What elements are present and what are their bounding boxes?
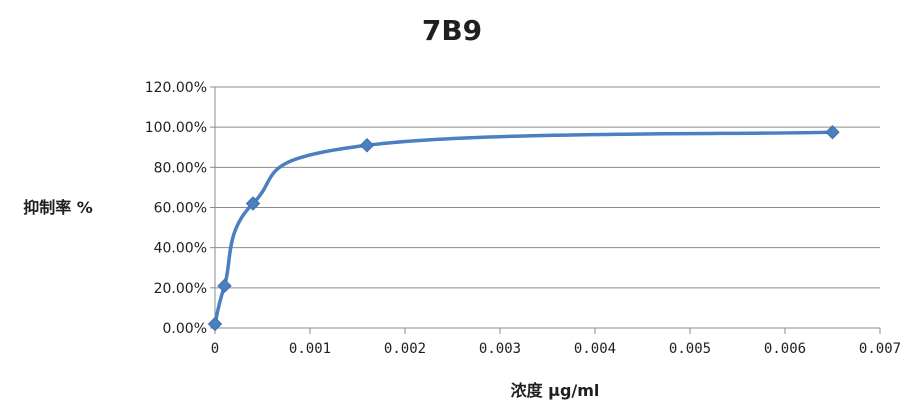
x-tick-label: 0.001 — [289, 341, 331, 357]
data-point-marker — [825, 124, 840, 140]
y-tick-label: 0.00% — [163, 321, 207, 337]
y-axis-ticks: 0.00% 20.00% 40.00% 60.00% 80.00% 100.00% 120.… — [145, 80, 215, 337]
data-point-marker — [217, 278, 232, 294]
series-layer — [207, 124, 840, 332]
y-tick-label: 20.00% — [154, 281, 207, 297]
y-tick-label: 60.00% — [154, 201, 207, 217]
x-tick-label: 0 — [211, 341, 219, 357]
x-tick-label: 0.007 — [859, 341, 901, 357]
x-tick-label: 0.004 — [574, 341, 616, 357]
x-tick-label: 0.002 — [384, 341, 426, 357]
y-tick-label: 120.00% — [145, 80, 207, 96]
gridlines — [215, 86, 880, 329]
x-tick-label: 0.006 — [764, 341, 806, 357]
y-tick-label: 100.00% — [145, 120, 207, 136]
series-line — [213, 130, 835, 326]
x-axis-label: 浓度 µg/ml — [511, 381, 600, 400]
x-axis-ticks: 0 0.001 0.002 0.003 0.004 0.005 0.006 0.007 — [211, 328, 901, 357]
y-tick-label: 80.00% — [154, 160, 207, 176]
data-point-marker — [245, 196, 261, 211]
x-tick-label: 0.003 — [479, 341, 521, 357]
y-axis-label: 抑制率 % — [23, 198, 93, 217]
x-tick-label: 0.005 — [669, 341, 711, 357]
chart-title: 7B9 — [422, 14, 482, 47]
data-point-marker — [207, 316, 223, 332]
data-point-marker — [359, 138, 375, 153]
y-tick-label: 40.00% — [154, 241, 207, 257]
